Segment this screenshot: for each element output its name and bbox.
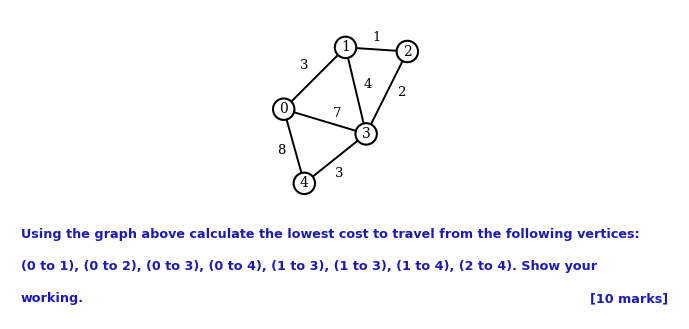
Circle shape — [273, 98, 294, 120]
Text: 7: 7 — [333, 107, 342, 120]
Circle shape — [294, 173, 315, 194]
Text: 2: 2 — [403, 44, 412, 59]
Text: 4: 4 — [364, 78, 372, 91]
Text: 3: 3 — [335, 166, 344, 180]
Text: 2: 2 — [397, 86, 405, 99]
Text: working.: working. — [21, 292, 83, 305]
Text: Using the graph above calculate the lowest cost to travel from the following ver: Using the graph above calculate the lowe… — [21, 228, 639, 241]
Circle shape — [335, 37, 356, 58]
Text: 1: 1 — [341, 40, 350, 54]
Circle shape — [397, 41, 418, 62]
Text: 1: 1 — [372, 31, 380, 43]
Text: 8: 8 — [278, 144, 286, 157]
Text: 0: 0 — [279, 102, 288, 116]
Text: 4: 4 — [300, 176, 309, 190]
Text: [10 marks]: [10 marks] — [590, 292, 668, 305]
Text: 3: 3 — [300, 60, 309, 72]
Text: (0 to 1), (0 to 2), (0 to 3), (0 to 4), (1 to 3), (1 to 3), (1 to 4), (2 to 4). : (0 to 1), (0 to 2), (0 to 3), (0 to 4), … — [21, 260, 597, 273]
Text: 3: 3 — [362, 127, 371, 141]
Circle shape — [356, 123, 377, 145]
